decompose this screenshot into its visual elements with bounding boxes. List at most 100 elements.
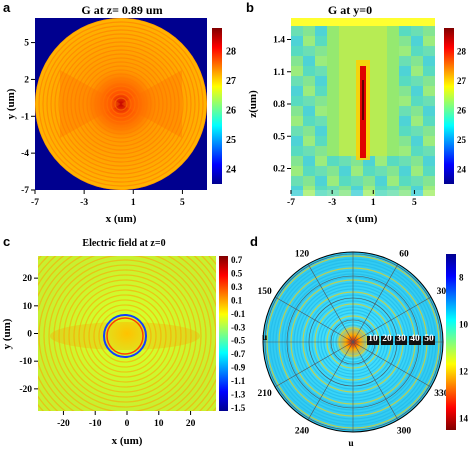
panel-b-block <box>327 176 339 186</box>
panel-b-block <box>327 66 339 76</box>
panel-d-radial-label: 50 <box>424 334 434 344</box>
panel-c-colorbar-label: -0.1 <box>231 309 246 319</box>
panel-d-radial-label: 20 <box>382 334 392 344</box>
panel-b-block <box>375 96 387 106</box>
panel-a-ring <box>102 85 140 123</box>
panel-c-ytick-label: 10 <box>23 302 33 312</box>
panel-b-ytick-label: 1.4 <box>273 36 285 46</box>
panel-b-block <box>303 76 315 86</box>
panel-b-block <box>315 156 327 166</box>
panel-b-block <box>423 96 435 106</box>
panel-b-xtick-label: 1 <box>371 198 376 208</box>
panel-a-ylabel: y (um) <box>5 88 17 119</box>
panel-d-radial-marker <box>423 336 435 345</box>
panel-b-block <box>303 146 315 156</box>
panel-a-ytick-label: -7 <box>21 186 29 196</box>
panel-c-ring <box>93 304 157 368</box>
panel-a-xtick-label: 5 <box>180 198 185 208</box>
panel-b-block <box>411 146 423 156</box>
panel-b-block <box>423 56 435 66</box>
panel-b-block <box>339 166 351 176</box>
panel-b-block <box>399 36 411 46</box>
panel-b-block <box>375 146 387 156</box>
panel-c-ring <box>48 259 202 411</box>
panel-b-block <box>327 186 339 196</box>
panel-c-ring <box>53 264 197 408</box>
panel-b-block <box>339 76 351 86</box>
panel-d-colorbar-label: 12 <box>459 366 469 376</box>
panel-a-colorbar-label: 25 <box>226 135 236 146</box>
panel-a-xtick-label: 1 <box>131 198 136 208</box>
panel-b-block <box>339 136 351 146</box>
panel-b-block <box>315 176 327 186</box>
panel-b-block <box>339 36 351 46</box>
panel-b-block <box>363 46 375 56</box>
panel-c-colorbar-label: -1.5 <box>231 403 246 413</box>
panel-b-block <box>315 86 327 96</box>
panel-a-xtick-label: -7 <box>31 198 39 208</box>
panel-b-block <box>339 96 351 106</box>
panel-b-block <box>399 176 411 186</box>
panel-d-grid-spoke <box>352 341 432 388</box>
panel-d-angle-label: 210 <box>258 389 273 399</box>
panel-b-block <box>327 86 339 96</box>
panel-d-colorbar-label: 14 <box>459 413 469 423</box>
panel-d-grid-spoke <box>307 263 354 343</box>
panel-b-block <box>291 156 303 166</box>
panel-c-colorbar-label: -1.1 <box>231 376 246 386</box>
panel-a-ring <box>74 57 168 151</box>
panel-a-colorbar-label: 26 <box>226 105 236 116</box>
panel-c-ytick-label: 0 <box>27 330 32 340</box>
panel-b-ytick-label: 0.5 <box>273 132 285 142</box>
panel-c-xtick-label: 0 <box>125 419 130 429</box>
panel-b-block <box>327 96 339 106</box>
panel-letter-c: c <box>3 234 10 249</box>
panel-b-block <box>375 36 387 46</box>
panel-a-ring <box>58 41 184 167</box>
panel-b-block <box>411 136 423 146</box>
panel-b-block <box>339 176 351 186</box>
panel-c-colorbar-label: 0.3 <box>231 282 243 292</box>
panel-b-block <box>327 146 339 156</box>
panel-b-block <box>411 166 423 176</box>
panel-c-ylabel: y (um) <box>1 318 13 349</box>
panel-a-ring <box>90 73 152 135</box>
panel-c-xlabel: x (um) <box>112 435 143 447</box>
panel-b-block <box>291 86 303 96</box>
panel-b-block <box>291 36 303 46</box>
panel-a-ring <box>38 21 204 187</box>
panel-a-ring <box>110 93 132 115</box>
panel-b-block <box>339 86 351 96</box>
panel-b-block <box>351 26 363 36</box>
panel-b-block <box>339 186 351 196</box>
panel-b-block <box>327 36 339 46</box>
panel-b-block <box>399 106 411 116</box>
panel-b-block <box>411 26 423 36</box>
panel-b-block <box>411 86 423 96</box>
panel-b-xtick-label: 5 <box>412 198 417 208</box>
panel-a-ytick-label: 5 <box>24 39 29 49</box>
panel-b-title: G at y=0 <box>328 3 372 17</box>
panel-b-block <box>327 126 339 136</box>
panel-b-block <box>315 126 327 136</box>
panel-b-block <box>387 66 399 76</box>
panel-b-block <box>291 166 303 176</box>
panel-c-colorbar-label: -0.7 <box>231 349 246 359</box>
panel-b-block <box>387 146 399 156</box>
panel-c-ring <box>73 284 177 388</box>
panel-c-ytick-label: 20 <box>23 274 33 284</box>
panel-b-block <box>327 46 339 56</box>
panel-b-block <box>399 46 411 56</box>
panel-b-block <box>363 156 375 166</box>
panel-d-radial-marker <box>367 336 379 345</box>
panel-b-block <box>339 66 351 76</box>
panel-b-block <box>315 136 327 146</box>
panel-d-angle-label: 120 <box>295 250 310 260</box>
panel-d-colorbar-label: 10 <box>459 319 469 329</box>
panel-b-block <box>291 106 303 116</box>
panel-a-colorbar <box>212 28 222 184</box>
panel-b-block <box>351 176 363 186</box>
panel-b-block <box>399 136 411 146</box>
panel-b-block <box>411 106 423 116</box>
panel-b-block <box>327 136 339 146</box>
